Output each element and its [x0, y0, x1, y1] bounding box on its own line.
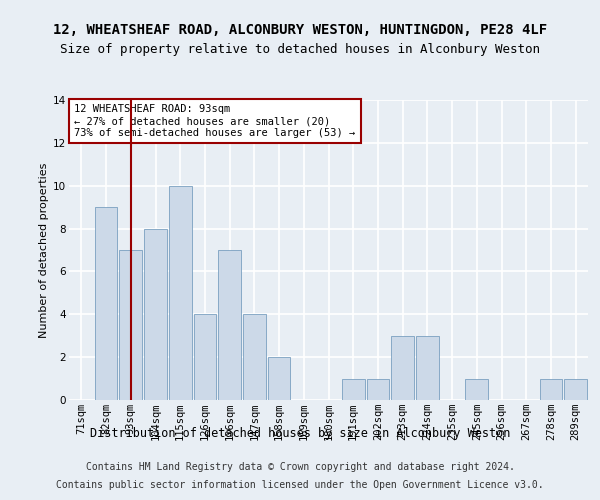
Text: 12, WHEATSHEAF ROAD, ALCONBURY WESTON, HUNTINGDON, PE28 4LF: 12, WHEATSHEAF ROAD, ALCONBURY WESTON, H… [53, 22, 547, 36]
Bar [169, 186, 191, 400]
Bar [144, 228, 167, 400]
Bar [119, 250, 142, 400]
Bar [539, 378, 562, 400]
Bar [218, 250, 241, 400]
Y-axis label: Number of detached properties: Number of detached properties [39, 162, 49, 338]
Text: Distribution of detached houses by size in Alconbury Weston: Distribution of detached houses by size … [90, 428, 510, 440]
Bar [342, 378, 365, 400]
Text: Size of property relative to detached houses in Alconbury Weston: Size of property relative to detached ho… [60, 42, 540, 56]
Bar [391, 336, 414, 400]
Bar [268, 357, 290, 400]
Text: 12 WHEATSHEAF ROAD: 93sqm
← 27% of detached houses are smaller (20)
73% of semi-: 12 WHEATSHEAF ROAD: 93sqm ← 27% of detac… [74, 104, 355, 138]
Bar [466, 378, 488, 400]
Bar [416, 336, 439, 400]
Bar [194, 314, 216, 400]
Bar [95, 207, 118, 400]
Bar [564, 378, 587, 400]
Bar [367, 378, 389, 400]
Text: Contains public sector information licensed under the Open Government Licence v3: Contains public sector information licen… [56, 480, 544, 490]
Text: Contains HM Land Registry data © Crown copyright and database right 2024.: Contains HM Land Registry data © Crown c… [86, 462, 514, 472]
Bar [243, 314, 266, 400]
